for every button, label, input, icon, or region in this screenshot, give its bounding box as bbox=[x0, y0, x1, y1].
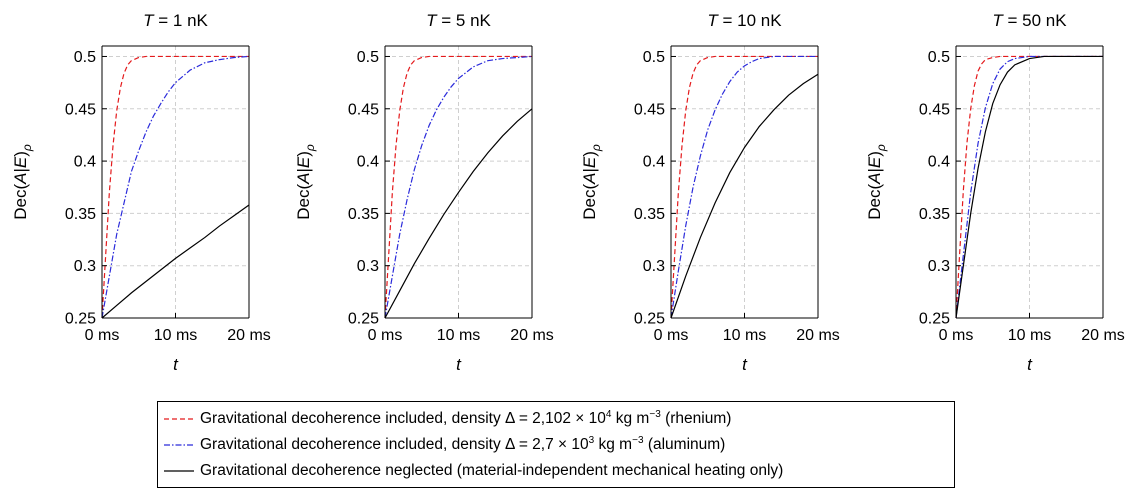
y-tick-label: 0.25 bbox=[634, 311, 665, 328]
y-tick-label: 0.35 bbox=[634, 206, 665, 223]
y-axis-label: Dec(A|E)ρ bbox=[865, 144, 888, 220]
panel-2: 0.25 0.3 0.35 0.4 0.45 0.5 0 ms 10 ms 20 ms T = 5… bbox=[294, 11, 554, 374]
legend-label-aluminum: Gravitational decoherence included, dens… bbox=[200, 435, 726, 454]
legend-entry-rhenium: Gravitational decoherence included, dens… bbox=[164, 408, 731, 430]
y-tick-label: 0.5 bbox=[74, 49, 96, 66]
y-tick-label: 0.45 bbox=[634, 101, 665, 118]
series-line-2 bbox=[384, 55, 533, 319]
legend-swatch-neglected bbox=[164, 470, 194, 472]
y-axis-label: Dec(A|E)ρ bbox=[580, 144, 603, 220]
series-line-3 bbox=[670, 73, 819, 319]
panel-title: T = 1 nK bbox=[143, 11, 208, 30]
series-line-1 bbox=[101, 55, 249, 319]
x-tick-label: 20 ms bbox=[1081, 327, 1125, 344]
y-tick-label: 0.5 bbox=[357, 49, 379, 66]
y-tick-label: 0.45 bbox=[65, 101, 96, 118]
y-axis-label: Dec(A|E)ρ bbox=[294, 144, 317, 220]
y-tick-label: 0.3 bbox=[357, 258, 379, 275]
panel-3: 0.25 0.3 0.35 0.4 0.45 0.5 0 ms 10 ms 20 ms T = 1… bbox=[580, 11, 840, 374]
series-line-1 bbox=[955, 55, 1103, 319]
panel-4: 0.25 0.3 0.35 0.4 0.45 0.5 0 ms 10 ms 20 ms T = 5… bbox=[865, 11, 1125, 374]
y-tick-label: 0.25 bbox=[919, 311, 950, 328]
legend-label-rhenium: Gravitational decoherence included, dens… bbox=[200, 409, 732, 428]
x-tick-label: 0 ms bbox=[85, 327, 120, 344]
legend-swatch-aluminum bbox=[164, 444, 194, 446]
x-axis-label: t bbox=[1027, 355, 1033, 374]
legend-swatch-rhenium bbox=[164, 418, 194, 420]
panel-1: 0.25 0.3 0.35 0.4 0.45 0.5 0 ms 10 ms 20 ms T = 1… bbox=[11, 11, 271, 374]
x-tick-label: 10 ms bbox=[154, 327, 198, 344]
y-tick-label: 0.45 bbox=[348, 101, 379, 118]
series-line-1 bbox=[670, 55, 818, 319]
series-line-2 bbox=[670, 55, 818, 319]
y-tick-label: 0.4 bbox=[74, 154, 96, 171]
series-line-2 bbox=[101, 55, 250, 319]
y-tick-label: 0.4 bbox=[357, 154, 379, 171]
y-tick-label: 0.25 bbox=[348, 311, 379, 328]
legend: Gravitational decoherence included, dens… bbox=[157, 401, 955, 488]
y-tick-label: 0.4 bbox=[643, 154, 665, 171]
series-line-3 bbox=[384, 108, 533, 319]
x-tick-label: 20 ms bbox=[510, 327, 554, 344]
y-tick-label: 0.5 bbox=[643, 49, 665, 66]
x-axis-label: t bbox=[456, 355, 462, 374]
x-tick-label: 20 ms bbox=[796, 327, 840, 344]
y-axis-label: Dec(A|E)ρ bbox=[11, 144, 34, 220]
x-axis-label: t bbox=[742, 355, 748, 374]
legend-entry-aluminum: Gravitational decoherence included, dens… bbox=[164, 434, 725, 456]
x-tick-label: 20 ms bbox=[227, 327, 271, 344]
y-tick-label: 0.35 bbox=[919, 206, 950, 223]
panel-title: T = 50 nK bbox=[992, 11, 1067, 30]
y-tick-label: 0.45 bbox=[919, 101, 950, 118]
y-tick-label: 0.3 bbox=[74, 258, 96, 275]
series-line-1 bbox=[384, 55, 532, 319]
y-tick-label: 0.25 bbox=[65, 311, 96, 328]
y-tick-label: 0.4 bbox=[928, 154, 950, 171]
x-tick-label: 0 ms bbox=[654, 327, 689, 344]
x-tick-label: 10 ms bbox=[437, 327, 481, 344]
legend-label-neglected: Gravitational decoherence neglected (mat… bbox=[200, 462, 784, 479]
series-line-2 bbox=[955, 55, 1103, 319]
y-tick-label: 0.35 bbox=[348, 206, 379, 223]
series-line-3 bbox=[955, 55, 1103, 319]
panel-title: T = 5 nK bbox=[426, 11, 491, 30]
panel-title: T = 10 nK bbox=[707, 11, 782, 30]
x-tick-label: 10 ms bbox=[1008, 327, 1052, 344]
x-tick-label: 10 ms bbox=[723, 327, 767, 344]
y-tick-label: 0.3 bbox=[928, 258, 950, 275]
x-tick-label: 0 ms bbox=[939, 327, 974, 344]
y-tick-label: 0.5 bbox=[928, 49, 950, 66]
y-tick-label: 0.35 bbox=[65, 206, 96, 223]
series-line-3 bbox=[101, 204, 250, 319]
legend-entry-neglected: Gravitational decoherence neglected (mat… bbox=[164, 460, 783, 482]
x-axis-label: t bbox=[173, 355, 179, 374]
y-tick-label: 0.3 bbox=[643, 258, 665, 275]
x-tick-label: 0 ms bbox=[368, 327, 403, 344]
